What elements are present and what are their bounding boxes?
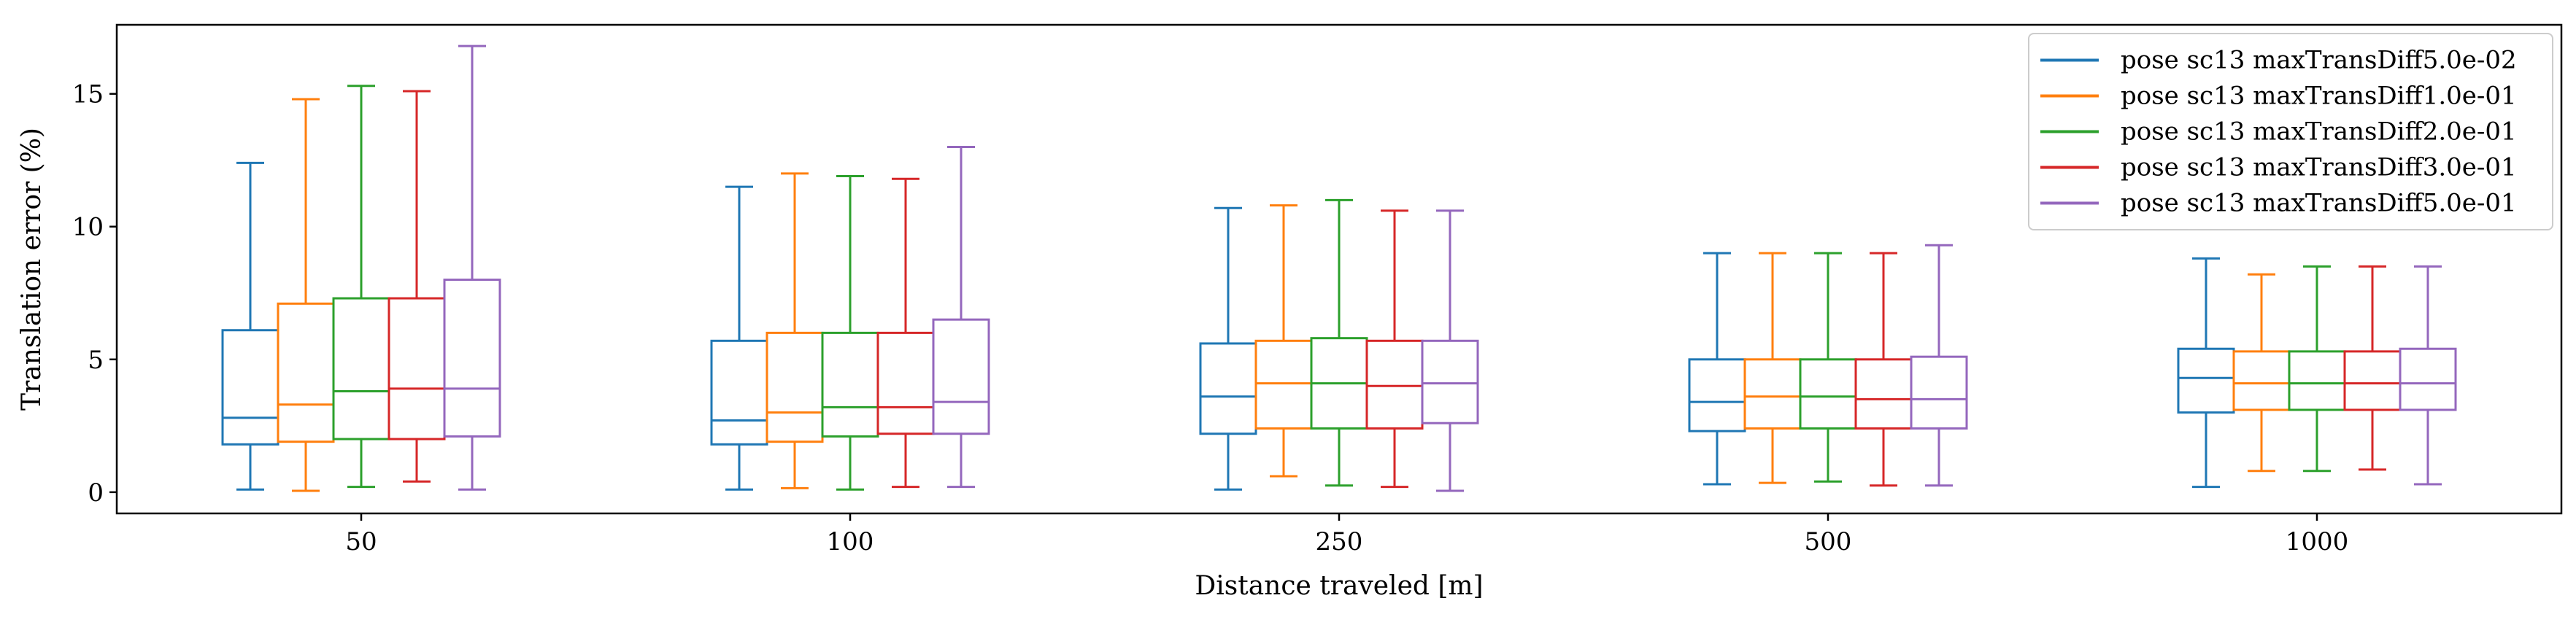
box-iqr xyxy=(1688,358,1746,432)
legend-label: pose sc13 maxTransDiff2.0e-01 xyxy=(2121,117,2517,147)
box-50-series-4 xyxy=(387,90,446,483)
x-tick-label: 100 xyxy=(827,527,874,556)
box-250-series-2 xyxy=(1254,204,1313,478)
box-iqr xyxy=(1254,339,1313,430)
x-tick-label: 250 xyxy=(1316,527,1363,556)
box-iqr xyxy=(1854,358,1913,430)
box-iqr xyxy=(1743,358,1802,430)
y-tick-label: 5 xyxy=(88,346,104,375)
box-500-series-5 xyxy=(1910,244,1968,487)
box-iqr xyxy=(821,331,879,438)
box-500-series-2 xyxy=(1743,252,1802,484)
box-50-series-2 xyxy=(277,98,335,492)
y-tick-label: 15 xyxy=(72,80,104,109)
x-tick-label: 1000 xyxy=(2286,527,2349,556)
y-tick-label: 0 xyxy=(88,478,104,508)
ticks-layer: 0 5 10 15 50 100 250 500 1000 xyxy=(72,80,2349,556)
box-iqr xyxy=(932,318,990,435)
box-1000-series-3 xyxy=(2288,265,2346,473)
x-axis-label: Distance traveled [m] xyxy=(1195,571,1483,601)
box-1000-series-5 xyxy=(2399,265,2457,486)
x-tick-label: 500 xyxy=(1805,527,1852,556)
box-1000-series-2 xyxy=(2232,273,2291,473)
box-50-series-5 xyxy=(443,44,501,491)
box-iqr xyxy=(1199,342,1257,435)
box-iqr xyxy=(1421,339,1479,424)
box-iqr xyxy=(443,279,501,438)
box-1000-series-4 xyxy=(2343,265,2402,471)
box-iqr xyxy=(2232,350,2291,411)
legend-label: pose sc13 maxTransDiff5.0e-02 xyxy=(2121,46,2517,75)
legend-label: pose sc13 maxTransDiff3.0e-01 xyxy=(2121,153,2517,182)
box-50-series-3 xyxy=(332,85,390,489)
box-1000-series-1 xyxy=(2177,257,2235,489)
box-250-series-3 xyxy=(1310,198,1368,487)
box-iqr xyxy=(1910,355,1968,430)
box-iqr xyxy=(2177,347,2235,414)
legend-label: pose sc13 maxTransDiff1.0e-01 xyxy=(2121,82,2517,111)
box-iqr xyxy=(2343,350,2402,411)
box-iqr xyxy=(1365,339,1424,430)
y-axis-label: Translation error (%) xyxy=(17,128,47,411)
x-tick-label: 50 xyxy=(345,527,377,556)
box-50-series-1 xyxy=(221,161,279,491)
box-iqr xyxy=(277,302,335,443)
legend: pose sc13 maxTransDiff5.0e-02 pose sc13 m… xyxy=(2028,33,2553,230)
boxes-layer xyxy=(221,44,2457,492)
box-100-series-3 xyxy=(821,175,879,491)
box-500-series-1 xyxy=(1688,252,1746,486)
box-iqr xyxy=(766,331,824,443)
box-500-series-3 xyxy=(1799,252,1857,483)
y-tick-label: 10 xyxy=(72,213,104,242)
box-500-series-4 xyxy=(1854,252,1913,487)
box-iqr xyxy=(221,329,279,446)
box-100-series-1 xyxy=(710,185,768,491)
box-iqr xyxy=(387,297,446,440)
box-iqr xyxy=(2399,347,2457,411)
box-250-series-5 xyxy=(1421,209,1479,492)
box-iqr xyxy=(710,339,768,446)
box-100-series-2 xyxy=(766,172,824,489)
box-250-series-1 xyxy=(1199,206,1257,491)
legend-box xyxy=(2028,33,2553,230)
box-100-series-4 xyxy=(876,177,935,489)
box-iqr xyxy=(2288,350,2346,411)
box-iqr xyxy=(1799,358,1857,430)
box-iqr xyxy=(332,297,390,440)
box-100-series-5 xyxy=(932,146,990,489)
legend-label: pose sc13 maxTransDiff5.0e-01 xyxy=(2121,189,2517,218)
box-iqr xyxy=(876,331,935,435)
box-250-series-4 xyxy=(1365,209,1424,489)
